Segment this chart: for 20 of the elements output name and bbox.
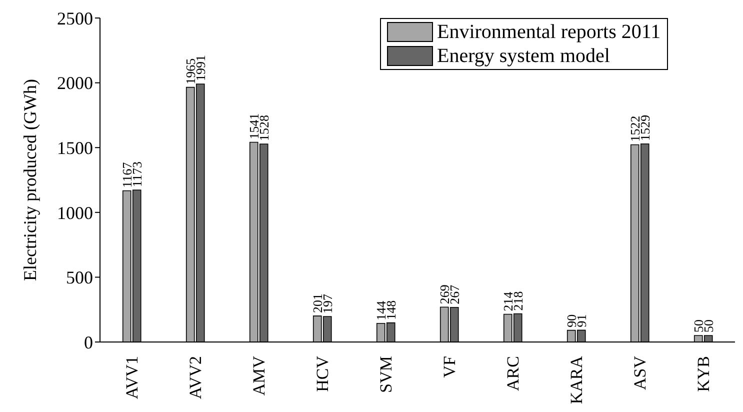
x-tick-label: KARA xyxy=(566,355,586,404)
x-tick-label: AMV xyxy=(249,355,268,396)
x-tick-label: HCV xyxy=(312,355,332,392)
x-tick-label: ASV xyxy=(630,355,650,390)
x-tick-label: AVV2 xyxy=(186,356,205,400)
y-tick-label: 1000 xyxy=(57,202,93,223)
y-axis-title: Electricity produced (GWh) xyxy=(20,79,40,281)
x-tick-label: VF xyxy=(440,356,459,378)
legend-label: Environmental reports 2011 xyxy=(436,20,661,44)
x-tick-label: ARC xyxy=(503,356,522,391)
y-tick-label: 500 xyxy=(66,268,93,288)
data-label: 201 xyxy=(310,293,325,313)
x-tick-label: SVM xyxy=(376,356,396,393)
x-tick-label: AVV1 xyxy=(122,356,142,400)
y-tick-label: 0 xyxy=(84,332,93,352)
y-tick-label: 1500 xyxy=(57,138,93,158)
legend-label: Energy system model xyxy=(436,44,611,68)
y-tick-label: 2500 xyxy=(57,8,93,28)
y-tick-label: 2000 xyxy=(57,73,93,94)
x-tick-label: KYB xyxy=(694,356,713,392)
